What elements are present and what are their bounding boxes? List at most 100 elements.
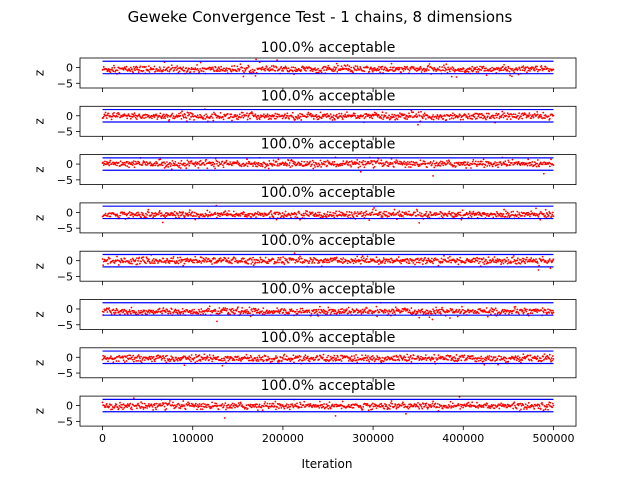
z-score-point [431,115,434,118]
z-score-point [364,311,367,314]
z-score-point [356,67,359,70]
z-score-point [304,67,307,70]
z-score-point [407,163,410,165]
z-score-point [391,312,394,315]
axes-frame [79,250,577,282]
z-score-point [285,258,288,261]
z-score-point [410,307,413,309]
z-score-point [199,113,201,116]
z-score-point [427,64,430,67]
z-score-point [406,308,409,311]
z-score-point [320,166,322,168]
z-score-point [495,161,498,164]
z-score-point [441,162,443,165]
z-score-point [132,309,135,312]
z-score-point [470,215,473,218]
z-score-point [378,258,381,261]
z-score-point [147,358,150,361]
z-score-point [232,116,235,119]
z-score-point [250,262,253,265]
z-score-point [195,259,198,262]
z-score-point [335,210,338,213]
z-score-point [330,311,333,314]
z-score-point [356,211,359,213]
z-score-point [232,214,235,217]
plot-area [101,58,555,78]
z-score-point [426,309,429,312]
z-score-point [158,211,161,214]
z-score-point [126,213,129,216]
z-score-point [190,354,193,356]
z-score-point [429,160,432,163]
z-score-point [172,356,174,359]
z-score-point [278,68,281,70]
z-score-point [399,66,401,69]
z-score-point [404,166,407,169]
z-score-point [421,215,424,218]
z-score-point [123,66,126,69]
z-score-point [492,259,495,261]
z-score-point [358,117,361,120]
z-score-point [331,119,334,121]
z-score-point [542,213,545,215]
z-score-point [261,310,263,313]
z-score-point [186,212,189,215]
z-score-point [424,310,427,313]
z-score-point [162,117,165,119]
z-score-point [222,164,224,167]
z-score-point [123,257,126,260]
z-score-point [530,163,533,166]
z-score-point [259,214,262,217]
z-score-point [216,162,218,165]
z-score-point [170,64,173,67]
z-score-point [113,64,115,67]
z-score-point [272,69,274,71]
z-score-point [167,166,170,168]
z-score-point [204,259,207,262]
z-score-point [282,311,285,314]
z-score-point [370,310,372,312]
z-score-point [514,307,516,310]
z-score-point [111,112,114,115]
z-score-point [298,258,301,261]
z-score-point [495,259,498,262]
z-score-point [367,161,370,163]
z-score-point [104,160,106,163]
z-score-point [276,211,279,214]
z-score-point [474,67,477,69]
z-score-point [117,162,120,164]
z-score-point [106,311,109,313]
z-score-point [193,118,195,121]
z-score-point [328,215,330,218]
z-score-point [193,357,196,359]
z-score-point [404,68,407,71]
z-score-point [341,118,344,120]
z-score-point [299,307,302,310]
z-score-point [169,312,172,315]
z-score-point [459,256,462,259]
z-score-point [409,166,412,169]
z-score-point [138,161,141,164]
z-score-point [276,164,279,167]
z-score-point [370,66,372,69]
z-score-point [418,68,421,71]
z-score-point [274,213,277,216]
z-score-point [431,318,434,321]
z-score-point [551,309,554,312]
z-score-point [450,75,453,78]
z-score-point [340,257,342,260]
z-score-point [302,309,304,312]
z-score-point [154,312,157,314]
z-score-point [517,257,519,260]
z-score-point [394,162,397,165]
z-score-point [326,261,328,264]
z-score-point [441,260,444,263]
z-score-point [222,166,225,169]
z-score-point [304,212,307,215]
z-score-point [457,310,460,313]
z-score-point [229,115,232,118]
z-score-point [509,260,512,263]
z-score-point [383,310,386,312]
